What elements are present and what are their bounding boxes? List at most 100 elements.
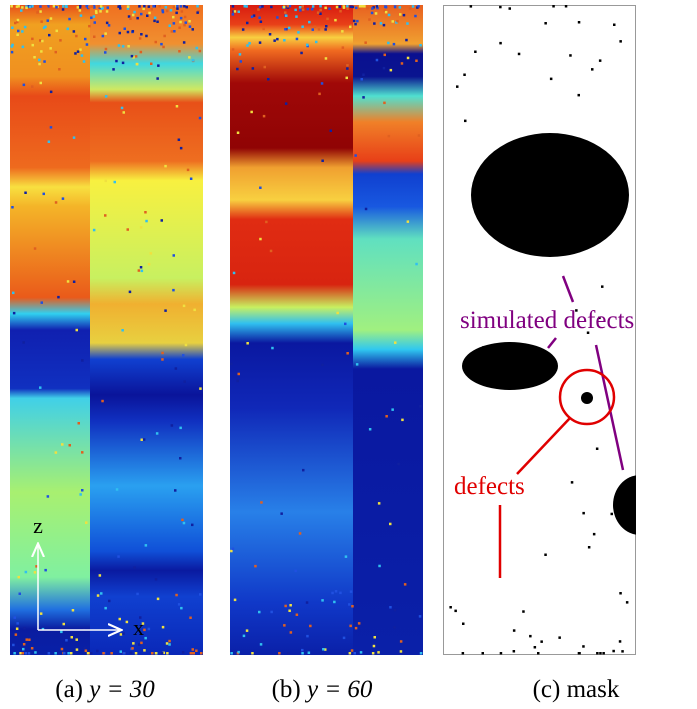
speckle [537, 652, 540, 655]
speckle [54, 50, 57, 54]
speckle [182, 41, 186, 44]
speckle [191, 28, 194, 31]
speckle [262, 27, 265, 31]
caption-text: mask [567, 676, 620, 703]
speckle [267, 78, 270, 81]
speckle [402, 652, 405, 655]
defect-region [462, 342, 558, 390]
speckle [419, 652, 423, 655]
speckle [259, 237, 262, 241]
speckle [54, 201, 58, 204]
speckle [127, 45, 130, 48]
speckle [38, 62, 41, 66]
speckle [155, 432, 159, 435]
speckle [313, 25, 316, 28]
speckle [156, 20, 159, 23]
speckle [93, 35, 96, 38]
speckle [344, 322, 347, 326]
speckle [582, 511, 585, 515]
caption-text: y = 30 [86, 676, 155, 703]
speckle [48, 33, 51, 37]
speckle [287, 26, 291, 30]
speckle [164, 309, 167, 312]
speckle [145, 219, 148, 223]
speckle [516, 366, 519, 369]
speckle [231, 5, 235, 8]
speckle [131, 647, 134, 650]
speckle [351, 605, 354, 608]
speckle [140, 269, 144, 273]
speckle [160, 652, 164, 655]
speckle [178, 50, 181, 53]
speckle [104, 47, 108, 51]
speckle [324, 57, 328, 60]
speckle [285, 14, 288, 17]
speckle [325, 25, 328, 28]
speckle [11, 43, 14, 47]
speckle [373, 22, 376, 25]
speckle [67, 652, 70, 655]
speckle [186, 168, 190, 172]
speckle [22, 83, 26, 87]
speckle [454, 609, 457, 613]
speckle [417, 134, 421, 137]
speckle [376, 6, 379, 10]
speckle [321, 159, 324, 162]
speckle [389, 522, 392, 526]
speckle [147, 263, 151, 266]
speckle [403, 583, 407, 586]
speckle [179, 457, 182, 460]
speckle [569, 54, 572, 57]
speckle [370, 11, 374, 15]
speckle [232, 271, 236, 275]
speckle [299, 9, 302, 12]
speckle [346, 64, 349, 67]
speckle [406, 56, 410, 60]
speckle [77, 422, 80, 425]
speckle [40, 50, 43, 53]
speckle [558, 636, 561, 639]
speckle [596, 652, 599, 655]
speckle [385, 415, 388, 418]
speckle [591, 68, 594, 71]
speckle [70, 636, 73, 639]
speckle [382, 23, 386, 27]
speckle [71, 609, 75, 612]
speckle [126, 7, 130, 10]
speckle [139, 266, 143, 269]
speckle [295, 37, 299, 41]
speckle [233, 10, 237, 13]
captions: (a) y = 30 (b) y = 60 (c) mask [55, 676, 620, 703]
speckle [181, 518, 184, 522]
speckle [191, 648, 194, 651]
speckle [612, 649, 615, 653]
speckle [132, 642, 135, 645]
speckle [305, 601, 309, 604]
speckle [165, 9, 169, 13]
speckle [363, 5, 366, 8]
speckle [15, 5, 19, 8]
speckle [397, 462, 400, 466]
speckle [184, 343, 188, 347]
speckle [236, 67, 239, 71]
speckle [377, 502, 381, 505]
speckle [346, 67, 349, 70]
speckle [592, 532, 596, 536]
speckle [49, 126, 53, 129]
speckle [12, 643, 15, 647]
speckle [378, 564, 381, 568]
speckle [59, 39, 62, 42]
speckle [398, 6, 402, 9]
speckle [191, 652, 194, 655]
speckle [331, 591, 334, 595]
speckle [586, 331, 590, 334]
speckle [419, 44, 422, 47]
speckle [393, 5, 397, 8]
speckle [577, 21, 581, 24]
speckle [117, 44, 121, 47]
speckle [10, 50, 14, 54]
speckle [399, 640, 403, 643]
speckle [469, 5, 473, 8]
speckle [46, 495, 50, 498]
